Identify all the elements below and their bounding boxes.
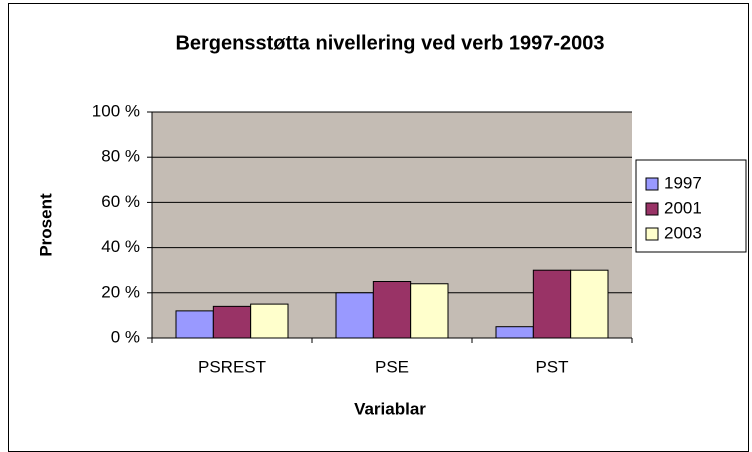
x-axis-label: Variablar — [354, 399, 426, 418]
bar — [250, 303, 289, 339]
x-tick-label: PSREST — [198, 357, 266, 376]
legend-swatch — [645, 202, 659, 216]
y-tick-label: 20 % — [101, 282, 140, 301]
bar — [335, 292, 374, 339]
bar — [212, 305, 252, 339]
y-tick-label: 100 % — [92, 101, 140, 120]
bar — [372, 281, 412, 339]
bar — [495, 326, 534, 339]
y-tick-label: 40 % — [101, 237, 140, 256]
legend-swatch — [645, 177, 659, 191]
x-tick-label: PST — [535, 357, 568, 376]
y-axis-label: Prosent — [36, 193, 55, 257]
y-tick-label: 60 % — [101, 192, 140, 211]
y-tick-label: 0 % — [111, 327, 140, 346]
bar — [532, 269, 572, 339]
x-tick-label: PSE — [375, 357, 409, 376]
bar — [570, 269, 609, 339]
y-tick-label: 80 % — [101, 147, 140, 166]
legend-swatch — [645, 227, 659, 241]
legend-label: 2001 — [664, 198, 702, 217]
legend-label: 1997 — [664, 173, 702, 192]
legend-label: 2003 — [664, 223, 702, 242]
bar — [175, 310, 214, 339]
chart-title: Bergensstøtta nivellering ved verb 1997-… — [175, 32, 604, 54]
bar — [410, 283, 449, 339]
